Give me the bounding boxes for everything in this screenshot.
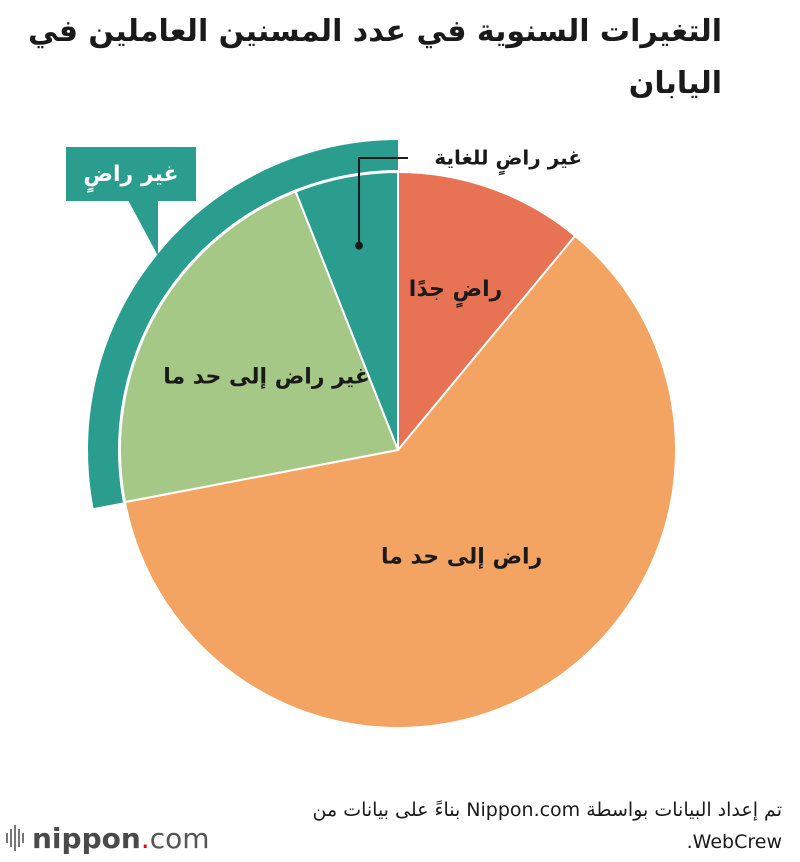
callout-dot-very-dissatisfied	[355, 241, 364, 250]
slice-label-very-dissatisfied: غير راضٍ للغاية	[434, 146, 582, 176]
source-note: تم إعداد البيانات بواسطة Nippon.com بناء…	[312, 799, 782, 853]
nippon-logo: nippon. com	[6, 818, 210, 858]
logo-dot: .	[140, 821, 150, 855]
pie-slice-very-dissatisfied	[294, 170, 399, 451]
dissatisfied-group-callout-pointer	[128, 200, 158, 256]
dissatisfied-band-arc	[87, 140, 398, 509]
pie-slice-somewhat-dissatisfied	[119, 190, 400, 504]
dissatisfied-group-band	[87, 140, 398, 509]
pie-slices	[119, 170, 677, 729]
callout-line-very-dissatisfied	[358, 157, 408, 246]
pie-slice-somewhat-satisfied	[123, 234, 677, 729]
slice-label-somewhat-satisfied: راض إلى حد ما	[381, 545, 542, 570]
chart-title: التغيرات السنوية في عدد المسنين العاملين…	[27, 14, 722, 101]
logo-domain: com	[149, 821, 210, 855]
logo-name: nippon	[32, 821, 141, 855]
pie-slice-very-satisfied	[397, 170, 577, 453]
slice-label-somewhat-dissatisfied: غير راض إلى حد ما	[163, 365, 370, 390]
dissatisfied-group-callout-box	[66, 147, 196, 201]
logo-bars-icon	[6, 825, 26, 851]
